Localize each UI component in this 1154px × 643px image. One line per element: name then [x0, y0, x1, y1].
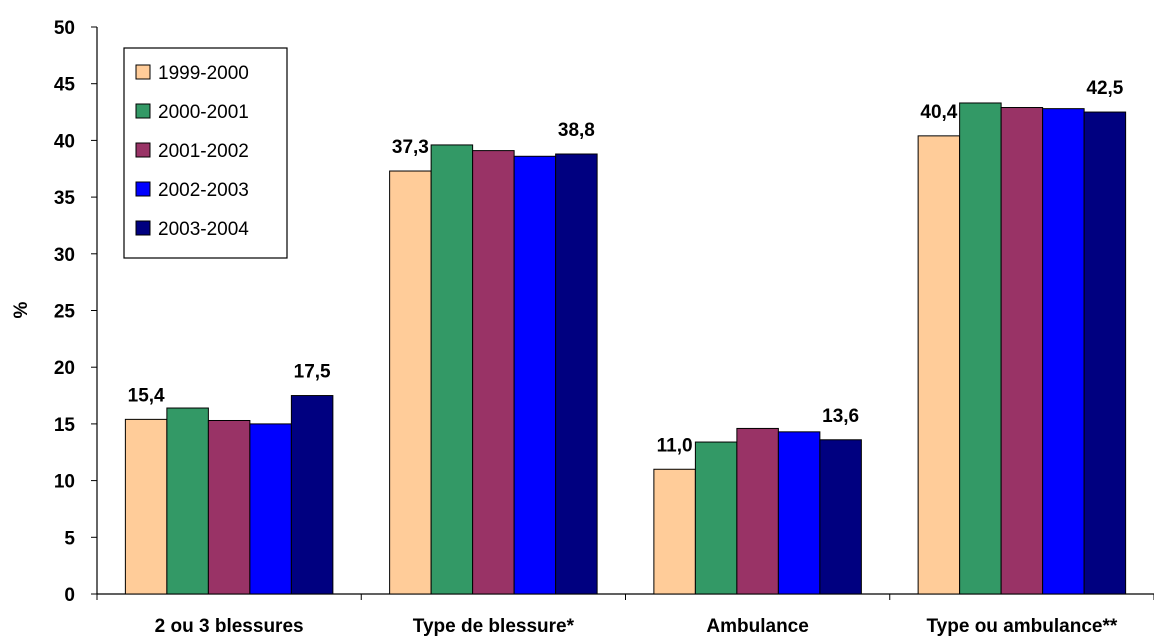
y-axis-label: % [11, 301, 32, 318]
legend-label: 2002-2003 [158, 180, 249, 201]
y-tick-label: 0 [64, 585, 75, 606]
x-tick-label: Type ou ambulance** [926, 616, 1117, 637]
legend-label: 1999-2000 [158, 63, 249, 84]
y-tick-label: 20 [54, 358, 75, 379]
legend-swatch [135, 64, 151, 80]
data-label: 17,5 [294, 362, 331, 383]
bar [959, 102, 1002, 595]
bar [777, 431, 821, 595]
legend-label: 2001-2002 [158, 141, 249, 162]
bar [653, 468, 696, 595]
y-tick-label: 40 [54, 131, 75, 152]
data-label: 11,0 [657, 435, 693, 456]
legend-swatch [135, 103, 151, 119]
data-labels: 15,4 17,5 37,3 38,8 11,0 13,6 40,4 42,5 [128, 78, 1124, 456]
axes: 0 5 10 15 20 25 30 35 40 45 50 2 ou 3 blessures Type… [54, 18, 1154, 637]
x-tick-label: Type de blessure* [413, 616, 575, 637]
bar [694, 441, 738, 595]
bar [389, 170, 432, 595]
y-tick-label: 35 [54, 188, 76, 209]
y-tick-label: 25 [54, 302, 76, 323]
data-label: 42,5 [1086, 78, 1123, 99]
bar [555, 153, 598, 595]
bars [124, 102, 1127, 595]
x-tick-label: Ambulance [706, 616, 808, 637]
y-tick-label: 10 [54, 472, 75, 493]
legend-swatch [135, 181, 151, 197]
x-tick-label: 2 ou 3 blessures [155, 616, 304, 637]
legend-label: 2000-2001 [158, 102, 249, 123]
y-tick-label: 15 [54, 415, 76, 436]
y-tick-label: 45 [54, 75, 76, 96]
bar [819, 439, 862, 595]
y-tick-label: 30 [54, 245, 75, 266]
legend-box [123, 47, 288, 259]
bar [736, 427, 779, 595]
legend-swatch [135, 220, 151, 236]
legend-label: 2003-2004 [158, 219, 249, 240]
bar [1000, 107, 1044, 595]
legend-swatch [135, 142, 151, 158]
bar [249, 423, 292, 595]
legend: 1999-2000 2000-2001 2001-2002 2002-2003 2003… [123, 47, 288, 259]
bar [513, 155, 557, 595]
bar [1042, 108, 1085, 595]
bar [207, 419, 251, 595]
bar [124, 418, 168, 595]
bar [166, 407, 209, 595]
data-label: 37,3 [392, 137, 429, 158]
bar [430, 144, 474, 595]
bar [290, 395, 334, 595]
y-tick-label: 50 [54, 18, 75, 39]
data-label: 40,4 [920, 102, 957, 123]
bar [472, 150, 515, 595]
bar [1083, 111, 1127, 595]
data-label: 13,6 [822, 406, 859, 427]
data-label: 38,8 [558, 120, 595, 141]
y-tick-label: 5 [64, 528, 75, 549]
bar [917, 135, 961, 595]
data-label: 15,4 [128, 385, 165, 406]
